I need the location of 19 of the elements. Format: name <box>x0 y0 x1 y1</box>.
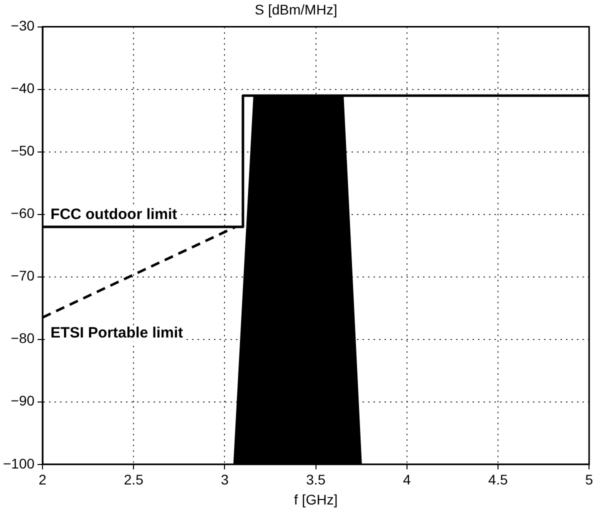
y-tick-label: −50 <box>10 142 35 159</box>
annotation: FCC outdoor limit <box>50 206 178 223</box>
y-tick-label: −80 <box>10 330 35 346</box>
chart-title: S [dBm/MHz] <box>254 1 338 18</box>
annotation: ETSI Portable limit <box>50 324 184 342</box>
x-axis-title: f [GHz] <box>294 491 338 508</box>
y-tick-label: −90 <box>10 392 35 409</box>
y-tick-label: −30 <box>10 18 35 34</box>
x-tick-label: 3 <box>220 472 229 488</box>
x-tick-label: 2 <box>38 472 47 488</box>
y-tick-label: −100 <box>2 455 35 472</box>
x-tick-label: 5 <box>585 472 594 488</box>
x-tick-label: 4.5 <box>488 472 508 488</box>
x-tick-label: 4 <box>403 472 412 488</box>
x-tick-label: 3.5 <box>306 472 326 488</box>
y-tick-label: −60 <box>10 205 35 222</box>
y-tick-label: −70 <box>10 268 35 284</box>
y-tick-label: −40 <box>10 80 35 96</box>
x-tick-label: 2.5 <box>124 472 144 488</box>
